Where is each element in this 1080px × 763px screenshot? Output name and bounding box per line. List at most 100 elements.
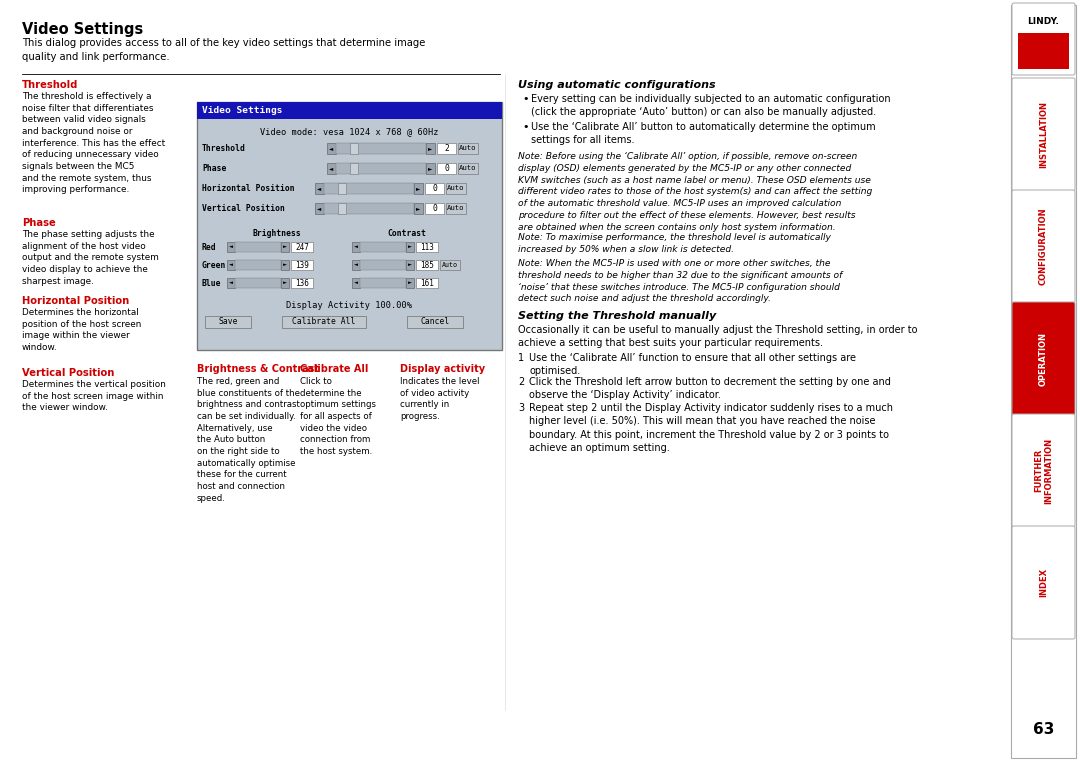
Bar (281, 278, 289, 288)
Text: ◄: ◄ (354, 244, 357, 250)
Text: Auto: Auto (459, 166, 476, 172)
Text: Determines the vertical position
of the host screen image within
the viewer wind: Determines the vertical position of the … (22, 380, 166, 412)
Text: Video Settings: Video Settings (22, 22, 144, 37)
FancyBboxPatch shape (1012, 414, 1075, 527)
Bar (360, 242, 406, 252)
Text: Video mode: vesa 1024 x 768 @ 60Hz: Video mode: vesa 1024 x 768 @ 60Hz (260, 127, 438, 137)
Bar (315, 203, 324, 214)
Text: Use the ‘Calibrate All’ button to automatically determine the optimum
settings f: Use the ‘Calibrate All’ button to automa… (531, 122, 876, 146)
Bar (360, 260, 406, 270)
Text: Blue: Blue (202, 278, 221, 288)
Text: LINDY.: LINDY. (1027, 17, 1059, 25)
Text: Click the Threshold left arrow button to decrement the setting by one and
observ: Click the Threshold left arrow button to… (529, 377, 891, 401)
Bar (291, 260, 313, 270)
Text: The threshold is effectively a
noise filter that differentiates
between valid vi: The threshold is effectively a noise fil… (22, 92, 165, 195)
Text: ►: ► (429, 166, 433, 171)
Bar (315, 183, 324, 194)
Text: ►: ► (417, 186, 420, 191)
Bar (327, 163, 336, 174)
Text: 185: 185 (420, 260, 434, 269)
Text: Display Activity 100.00%: Display Activity 100.00% (286, 301, 413, 311)
Bar (197, 102, 502, 350)
Bar (227, 260, 235, 270)
Text: ►: ► (408, 281, 411, 285)
Bar (414, 203, 423, 214)
Bar (352, 242, 360, 252)
Bar (227, 278, 235, 288)
Text: 1: 1 (518, 353, 524, 363)
Text: 0: 0 (432, 184, 437, 193)
Bar (458, 163, 478, 174)
Text: Cancel: Cancel (420, 317, 449, 327)
Text: ►: ► (283, 262, 287, 268)
Bar (406, 260, 414, 270)
Text: 0: 0 (444, 164, 449, 173)
Text: •: • (522, 122, 528, 132)
Text: The red, green and
blue constituents of the
brightness and contrast
can be set i: The red, green and blue constituents of … (197, 377, 300, 503)
Bar (1018, 33, 1069, 69)
Text: ►: ► (408, 262, 411, 268)
Text: Using automatic configurations: Using automatic configurations (518, 80, 716, 90)
Bar (350, 143, 357, 154)
Text: ◄: ◄ (229, 281, 233, 285)
Text: ◄: ◄ (354, 262, 357, 268)
Bar (197, 102, 502, 119)
Text: ►: ► (417, 206, 420, 211)
Text: FURTHER
INFORMATION: FURTHER INFORMATION (1034, 437, 1053, 504)
Text: ►: ► (429, 146, 433, 151)
Text: ◄: ◄ (354, 281, 357, 285)
Bar (324, 203, 414, 214)
Text: 3: 3 (518, 403, 524, 413)
Bar (282, 316, 366, 328)
Text: INDEX: INDEX (1039, 568, 1048, 597)
Text: ◄: ◄ (229, 244, 233, 250)
Text: •: • (522, 94, 528, 104)
Bar (291, 278, 313, 288)
Text: Phase: Phase (22, 218, 56, 228)
Text: Calibrate All: Calibrate All (293, 317, 355, 327)
Text: Auto: Auto (459, 146, 476, 152)
FancyBboxPatch shape (1012, 78, 1075, 191)
Bar (227, 242, 235, 252)
Text: CONFIGURATION: CONFIGURATION (1039, 208, 1048, 285)
Text: INSTALLATION: INSTALLATION (1039, 101, 1048, 168)
Text: ◄: ◄ (329, 146, 334, 151)
Text: OPERATION: OPERATION (1039, 331, 1048, 385)
Text: Threshold: Threshold (202, 144, 246, 153)
Bar (440, 260, 460, 270)
Text: Horizontal Position: Horizontal Position (202, 184, 295, 193)
Bar (360, 278, 406, 288)
Text: Vertical Position: Vertical Position (202, 204, 285, 213)
Bar (327, 143, 336, 154)
Bar (324, 183, 414, 194)
Bar (437, 143, 456, 154)
Bar (458, 143, 478, 154)
Text: ►: ► (283, 244, 287, 250)
Text: ►: ► (408, 244, 411, 250)
Bar (1011, 5, 1076, 758)
Bar (426, 183, 444, 194)
Text: Red: Red (202, 243, 217, 252)
FancyBboxPatch shape (1012, 302, 1075, 415)
Text: Indicates the level
of video activity
currently in
progress.: Indicates the level of video activity cu… (400, 377, 480, 421)
Text: This dialog provides access to all of the key video settings that determine imag: This dialog provides access to all of th… (22, 38, 426, 62)
Text: Brightness: Brightness (253, 230, 301, 239)
Text: Note: Before using the ‘Calibrate All’ option, if possible, remove on-screen
dis: Note: Before using the ‘Calibrate All’ o… (518, 152, 873, 232)
Text: Determines the horizontal
position of the host screen
image within the viewer
wi: Determines the horizontal position of th… (22, 308, 141, 352)
Bar (281, 260, 289, 270)
Text: 0: 0 (432, 204, 437, 213)
Text: Brightness & Contrast: Brightness & Contrast (197, 364, 319, 374)
Bar (437, 163, 456, 174)
Text: 63: 63 (1032, 723, 1054, 738)
FancyBboxPatch shape (1012, 3, 1075, 75)
Bar (352, 278, 360, 288)
Bar (406, 242, 414, 252)
Text: Horizontal Position: Horizontal Position (22, 296, 130, 306)
Bar (426, 163, 435, 174)
Bar (352, 260, 360, 270)
Bar (281, 242, 289, 252)
FancyBboxPatch shape (1012, 526, 1075, 639)
FancyBboxPatch shape (1012, 190, 1075, 303)
Text: Calibrate All: Calibrate All (300, 364, 368, 374)
Text: Occasionally it can be useful to manually adjust the Threshold setting, in order: Occasionally it can be useful to manuall… (518, 325, 918, 349)
